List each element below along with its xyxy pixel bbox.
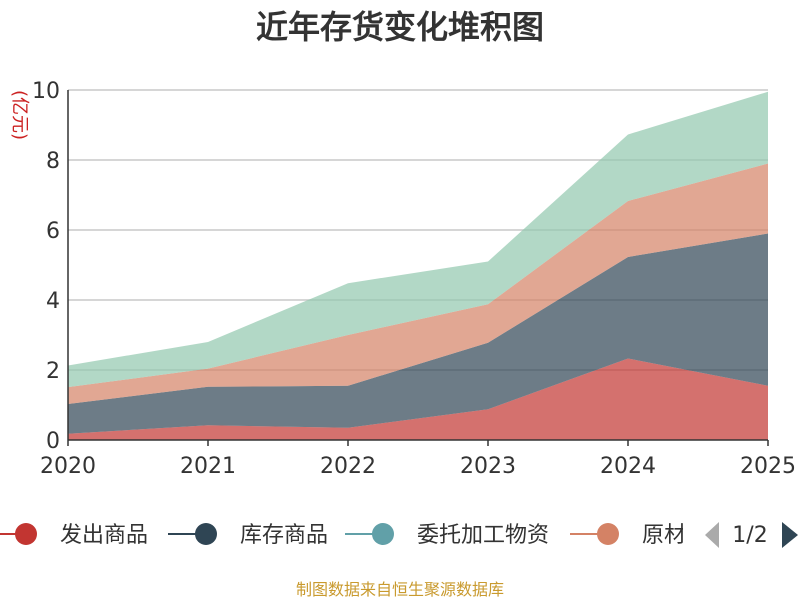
x-tick-label: 2021	[180, 454, 236, 479]
chart-title: 近年存货变化堆积图	[256, 8, 544, 46]
legend-label: 原材料	[642, 523, 708, 548]
axes: 0 2 4 6 8 10 2020 2021 2022 2023 2024 2025	[32, 79, 796, 479]
x-tick-label: 2023	[460, 454, 516, 479]
y-tick-label: 10	[32, 79, 60, 104]
y-tick-label: 0	[46, 429, 60, 454]
x-tick-label: 2020	[40, 454, 96, 479]
y-axis-unit-label: (亿元)	[9, 90, 30, 140]
x-tick-label: 2022	[320, 454, 376, 479]
y-tick-label: 6	[46, 219, 60, 244]
y-tick-label: 2	[46, 359, 60, 384]
legend-marker	[15, 523, 37, 545]
area-series-4	[68, 91, 768, 388]
legend-marker	[597, 523, 619, 545]
x-tick-label: 2024	[600, 454, 656, 479]
area-series-1	[68, 233, 768, 434]
legend-next-page-icon[interactable]	[782, 522, 798, 548]
legend-item-1[interactable]: 库存商品	[168, 523, 328, 548]
legend-label: 委托加工物资	[417, 523, 549, 548]
legend-label: 库存商品	[240, 523, 328, 548]
y-tick-label: 4	[46, 289, 60, 314]
legend-marker	[372, 523, 394, 545]
legend-label: 发出商品	[60, 523, 148, 548]
stacked-areas	[68, 91, 768, 440]
area-series-3	[68, 163, 768, 404]
legend: 发出商品 库存商品 委托加工物资 原材料 1/2	[0, 522, 798, 548]
legend-page-indicator: 1/2	[732, 523, 767, 548]
y-tick-label: 8	[46, 149, 60, 174]
legend-prev-page-icon[interactable]	[705, 522, 719, 548]
legend-marker	[195, 523, 217, 545]
area-series-0	[68, 358, 768, 440]
data-source-footer: 制图数据来自恒生聚源数据库	[296, 580, 504, 599]
legend-item-2[interactable]: 委托加工物资	[345, 523, 549, 548]
x-tick-label: 2025	[740, 454, 796, 479]
legend-item-3[interactable]: 原材料	[570, 523, 708, 548]
legend-item-0[interactable]: 发出商品	[0, 523, 148, 548]
